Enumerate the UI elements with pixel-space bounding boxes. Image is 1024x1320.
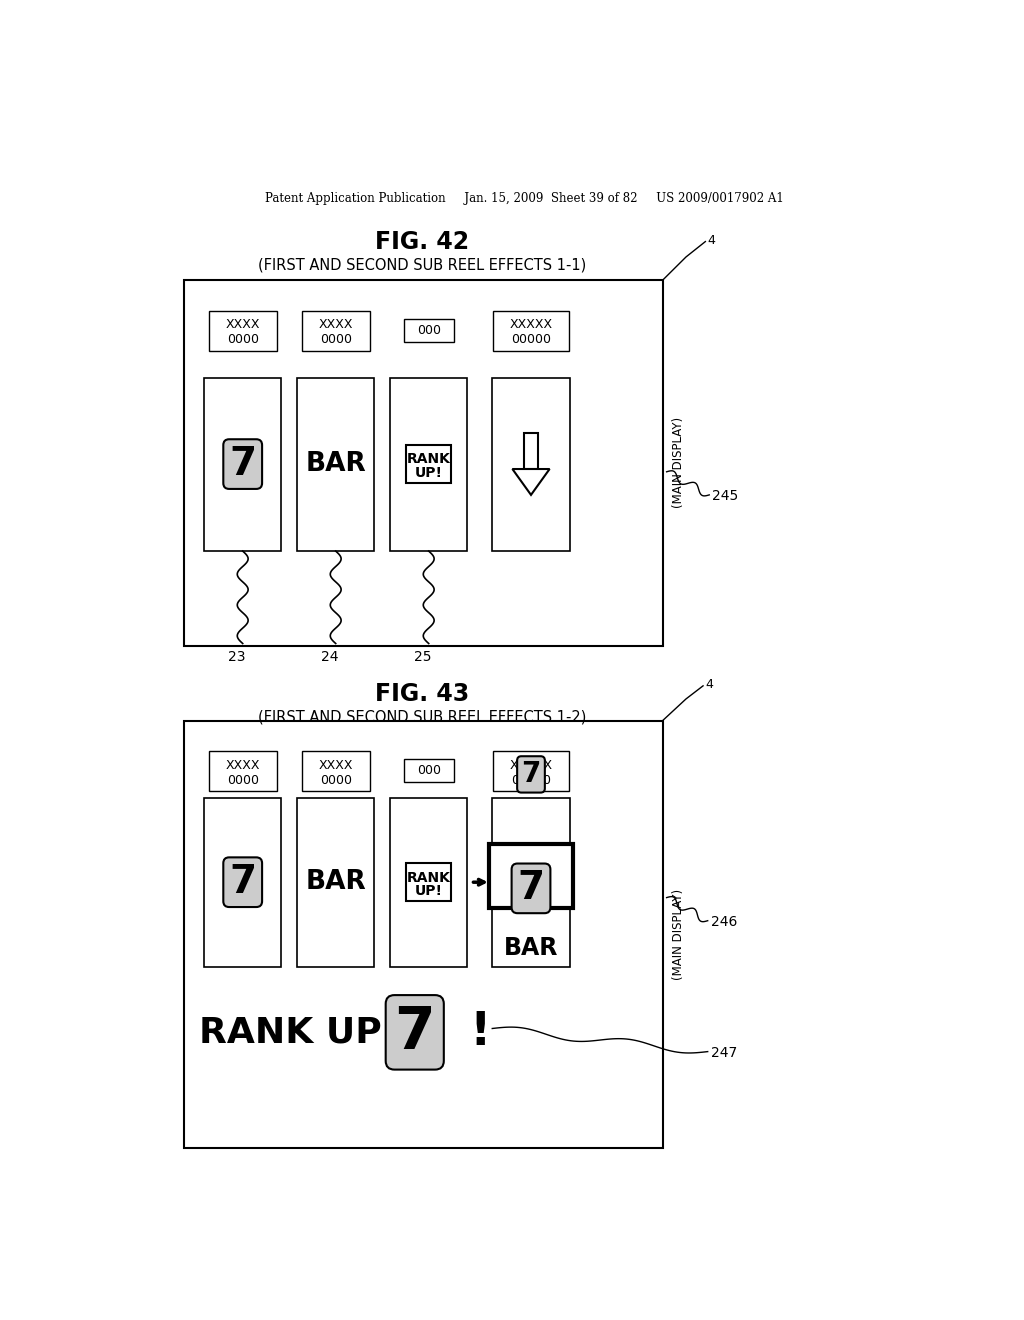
Text: RANK UP: RANK UP <box>200 1015 382 1049</box>
Text: 24: 24 <box>321 651 338 664</box>
Text: 7: 7 <box>394 1003 435 1061</box>
Bar <box>209 751 276 792</box>
Bar <box>302 751 370 792</box>
Text: (FIRST AND SECOND SUB REEL EFFECTS 1-2): (FIRST AND SECOND SUB REEL EFFECTS 1-2) <box>258 709 587 725</box>
Bar <box>524 433 538 469</box>
Text: UP!: UP! <box>415 466 442 479</box>
Bar <box>204 797 282 966</box>
Text: (FIRST AND SECOND SUB REEL EFFECTS 1-1): (FIRST AND SECOND SUB REEL EFFECTS 1-1) <box>258 257 587 272</box>
Text: 25: 25 <box>414 651 431 664</box>
Text: BAR: BAR <box>305 451 366 477</box>
Text: 23: 23 <box>227 651 246 664</box>
Text: 00000: 00000 <box>511 333 551 346</box>
Text: 246: 246 <box>711 915 737 929</box>
Text: (MAIN DISPLAY): (MAIN DISPLAY) <box>672 888 685 979</box>
Bar <box>407 863 452 902</box>
Text: 4: 4 <box>708 234 716 247</box>
Bar <box>493 312 569 351</box>
Text: 7: 7 <box>521 760 541 788</box>
Bar <box>390 797 467 966</box>
Text: 0000: 0000 <box>226 774 259 787</box>
Text: 247: 247 <box>711 1047 737 1060</box>
Text: !: ! <box>470 1010 492 1055</box>
Bar <box>183 280 663 645</box>
Bar <box>493 751 569 792</box>
Text: BAR: BAR <box>305 869 366 895</box>
Text: RANK: RANK <box>407 871 451 884</box>
Text: XXXXX: XXXXX <box>509 318 553 331</box>
Text: Patent Application Publication     Jan. 15, 2009  Sheet 39 of 82     US 2009/001: Patent Application Publication Jan. 15, … <box>265 191 784 205</box>
Bar <box>493 797 569 966</box>
Bar <box>407 445 452 483</box>
Text: 000: 000 <box>417 764 440 777</box>
Text: XXXX: XXXX <box>225 318 260 331</box>
Text: BAR: BAR <box>504 936 558 960</box>
Text: UP!: UP! <box>415 883 442 898</box>
Polygon shape <box>512 469 550 495</box>
Text: RANK: RANK <box>407 453 451 466</box>
Text: FIG. 42: FIG. 42 <box>376 230 470 253</box>
Bar <box>403 318 454 342</box>
Text: 7: 7 <box>229 863 256 902</box>
Text: 4: 4 <box>706 677 714 690</box>
Text: 7: 7 <box>517 870 545 907</box>
Text: 245: 245 <box>712 490 738 503</box>
Text: 0000: 0000 <box>226 333 259 346</box>
Text: (MAIN DISPLAY): (MAIN DISPLAY) <box>672 417 685 508</box>
Bar <box>297 378 375 552</box>
Text: XXXXX: XXXXX <box>509 759 553 772</box>
Text: XXXX: XXXX <box>318 759 353 772</box>
Bar <box>493 378 569 552</box>
Bar <box>489 845 572 908</box>
Text: 7: 7 <box>229 445 256 483</box>
Bar <box>209 312 276 351</box>
Bar <box>204 378 282 552</box>
Bar <box>297 797 375 966</box>
Bar <box>302 312 370 351</box>
Bar <box>403 759 454 781</box>
Text: FIG. 43: FIG. 43 <box>376 681 470 706</box>
Text: 00000: 00000 <box>511 774 551 787</box>
Text: 0000: 0000 <box>319 774 351 787</box>
Text: XXXX: XXXX <box>225 759 260 772</box>
Bar <box>390 378 467 552</box>
Text: 000: 000 <box>417 323 440 337</box>
Bar <box>183 721 663 1148</box>
Text: XXXX: XXXX <box>318 318 353 331</box>
Text: 0000: 0000 <box>319 333 351 346</box>
